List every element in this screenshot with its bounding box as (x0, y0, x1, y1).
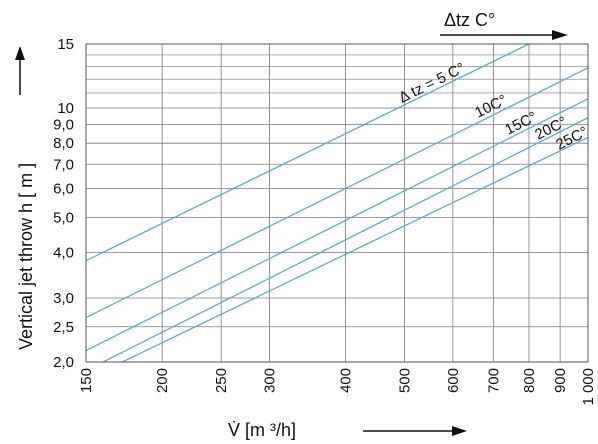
tick-labels: 150 200 250 300 400 500 600 700 800 900 1 000 2,0 2,… (53, 36, 597, 406)
y-tick-label: 2,0 (53, 354, 74, 371)
x-tick-label: 200 (154, 368, 171, 393)
y-axis-arrow (15, 46, 25, 95)
top-label: Δtz C° (444, 10, 495, 30)
x-tick-label: 400 (338, 368, 355, 393)
grid (85, 43, 589, 363)
series-label: 10C° (472, 91, 510, 121)
y-tick-label: 10 (57, 100, 74, 117)
x-tick-label: 700 (486, 368, 503, 393)
series-line (86, 44, 530, 262)
y-tick-label: 4,0 (53, 245, 74, 262)
x-tick-label: 900 (552, 368, 569, 393)
x-tick-label: 250 (213, 368, 230, 393)
x-axis-title: V̇ [m ³/h] (228, 420, 296, 440)
x-tick-label: 600 (445, 368, 462, 393)
series-line (86, 98, 588, 352)
series-lines (86, 44, 588, 362)
y-tick-label: 8,0 (53, 135, 74, 152)
plot-frame (85, 43, 589, 363)
y-tick-label: 6,0 (53, 181, 74, 198)
series-line (121, 136, 588, 362)
series-line (86, 67, 588, 319)
top-arrow (440, 30, 568, 40)
x-axis-arrow (363, 426, 467, 436)
y-axis-title: Vertical jet throw h [ m ] (16, 163, 36, 350)
y-tick-label: 3,0 (53, 290, 74, 307)
x-tick-label: 800 (521, 368, 538, 393)
series-line (102, 117, 588, 362)
y-tick-label: 5,0 (53, 209, 74, 226)
y-tick-label: 15 (57, 36, 74, 53)
x-tick-label: 300 (261, 368, 278, 393)
y-tick-label: 9,0 (53, 117, 74, 134)
x-tick-label: 500 (397, 368, 414, 393)
y-tick-label: 7,0 (53, 156, 74, 173)
x-tick-label: 1 000 (580, 368, 597, 406)
y-tick-label: 2,5 (53, 319, 74, 336)
x-tick-label: 150 (78, 368, 95, 393)
